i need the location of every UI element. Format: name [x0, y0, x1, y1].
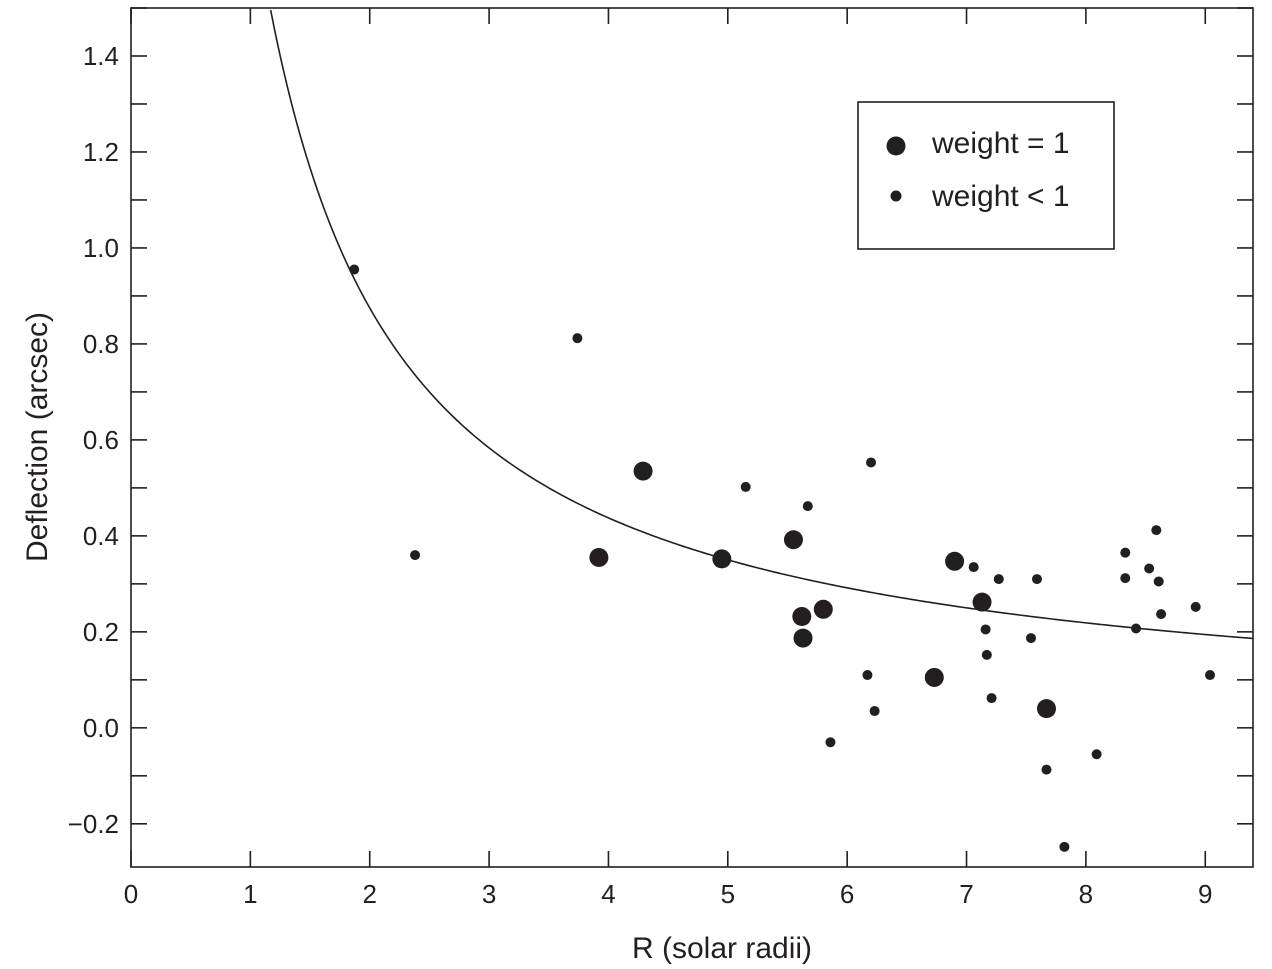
data-point-weight-lt-1: [1156, 609, 1167, 620]
x-tick-label: 6: [840, 879, 854, 909]
y-axis-title: Deflection (arcsec): [21, 312, 54, 562]
data-point-weight-lt-1: [740, 481, 751, 492]
data-point-weight-lt-1: [1031, 574, 1042, 585]
data-point-weight-lt-1: [410, 550, 421, 561]
legend-label-weight-1: weight = 1: [931, 127, 1070, 160]
data-points: [349, 264, 1216, 852]
data-point-weight-lt-1: [1153, 576, 1164, 587]
y-tick-label: 1.0: [83, 233, 119, 263]
data-point-weight-lt-1: [1205, 670, 1216, 681]
data-point-weight-lt-1: [866, 457, 877, 468]
data-point-weight-1: [945, 551, 965, 571]
data-point-weight-lt-1: [1120, 573, 1131, 584]
data-point-weight-lt-1: [572, 333, 583, 344]
x-axis: 0 1 2 3 4 5 6 7 8 9: [124, 8, 1212, 909]
data-point-weight-1: [712, 549, 732, 569]
y-axis: −0.2 0.0 0.2 0.4 0.6 0.8 1.0 1.2 1.4: [68, 7, 1253, 839]
data-point-weight-1: [813, 599, 833, 619]
data-point-weight-1: [783, 530, 803, 550]
data-point-weight-lt-1: [862, 670, 873, 681]
data-point-weight-lt-1: [968, 562, 979, 573]
x-tick-label: 7: [959, 879, 973, 909]
legend-marker-weight-1: [886, 136, 906, 156]
data-point-weight-lt-1: [1025, 633, 1036, 644]
data-point-weight-1: [792, 607, 812, 626]
data-point-weight-lt-1: [869, 706, 880, 717]
legend-label-weight-lt-1: weight < 1: [931, 180, 1070, 213]
y-tick-label: −0.2: [68, 809, 119, 839]
y-tick-label: 0.2: [83, 617, 119, 647]
x-tick-label: 8: [1079, 879, 1093, 909]
x-tick-label: 0: [124, 879, 138, 909]
legend-box: [857, 101, 1115, 250]
data-point-weight-lt-1: [993, 574, 1004, 585]
x-tick-label: 4: [601, 879, 615, 909]
data-point-weight-lt-1: [1144, 563, 1155, 574]
data-point-weight-1: [924, 667, 944, 687]
data-point-weight-lt-1: [1120, 547, 1131, 558]
y-tick-label: 1.4: [83, 41, 119, 71]
data-point-weight-lt-1: [1190, 601, 1201, 612]
data-point-weight-lt-1: [1041, 764, 1052, 775]
data-point-weight-lt-1: [1151, 525, 1162, 536]
x-tick-label: 9: [1198, 879, 1212, 909]
data-point-weight-lt-1: [825, 737, 836, 748]
data-point-weight-lt-1: [1059, 841, 1070, 852]
data-point-weight-lt-1: [980, 624, 991, 635]
data-point-weight-lt-1: [986, 693, 997, 704]
data-point-weight-lt-1: [1091, 749, 1102, 760]
data-point-weight-1: [793, 628, 813, 648]
y-tick-label: 0.8: [83, 329, 119, 359]
data-point-weight-1: [972, 592, 992, 612]
legend: weight = 1 weight < 1: [857, 101, 1115, 250]
data-point-weight-lt-1: [349, 264, 360, 275]
data-point-weight-1: [589, 547, 609, 567]
data-point-weight-1: [633, 461, 653, 481]
y-tick-label: 0.4: [83, 521, 119, 551]
x-tick-label: 3: [482, 879, 496, 909]
data-point-weight-lt-1: [1131, 623, 1142, 634]
plot-frame: [130, 7, 1254, 868]
x-axis-title: R (solar radii): [632, 932, 812, 965]
data-point-weight-lt-1: [981, 649, 992, 660]
theory-curve: [269, 9, 1254, 640]
x-tick-label: 1: [243, 879, 257, 909]
x-tick-label: 5: [721, 879, 735, 909]
y-tick-label: 0.0: [83, 713, 119, 743]
y-tick-label: 1.2: [83, 137, 119, 167]
x-tick-label: 2: [362, 879, 376, 909]
data-point-weight-1: [1037, 699, 1056, 719]
data-point-weight-lt-1: [802, 501, 813, 512]
y-tick-label: 0.6: [83, 425, 119, 455]
legend-marker-weight-lt-1: [890, 190, 902, 202]
